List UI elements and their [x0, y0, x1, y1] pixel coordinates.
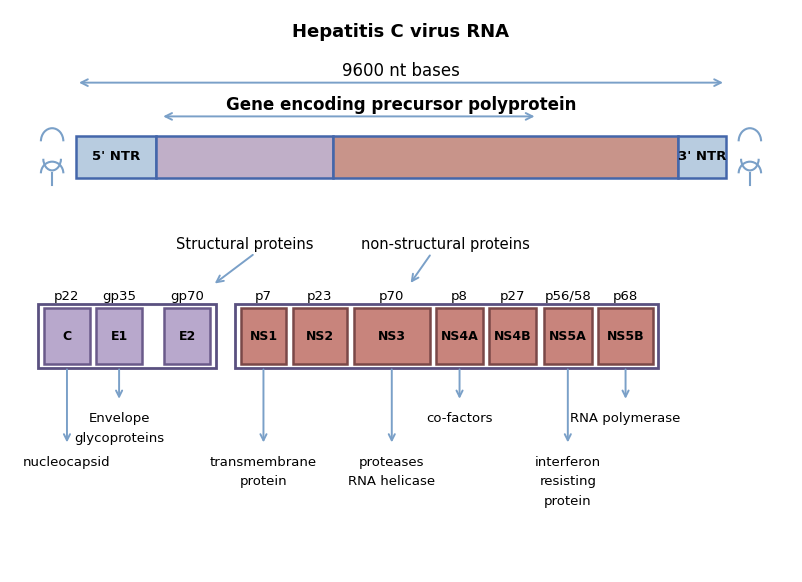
Text: E2: E2 — [179, 329, 196, 343]
Text: Hepatitis C virus RNA: Hepatitis C virus RNA — [293, 23, 509, 41]
Text: E1: E1 — [111, 329, 128, 343]
Text: p27: p27 — [500, 290, 525, 303]
Text: NS3: NS3 — [378, 329, 406, 343]
Text: NS4B: NS4B — [494, 329, 531, 343]
Text: Envelope: Envelope — [88, 412, 150, 425]
Text: Structural proteins: Structural proteins — [176, 237, 314, 252]
Text: 9600 nt bases: 9600 nt bases — [342, 62, 460, 80]
Bar — [76, 136, 156, 178]
Text: p22: p22 — [55, 290, 79, 303]
Text: interferon: interferon — [535, 456, 601, 469]
Bar — [44, 308, 90, 364]
Text: proteases: proteases — [359, 456, 424, 469]
Text: 5' NTR: 5' NTR — [92, 150, 140, 163]
Bar — [38, 304, 216, 368]
Bar — [544, 308, 592, 364]
Text: p23: p23 — [307, 290, 333, 303]
Bar — [489, 308, 536, 364]
Text: RNA helicase: RNA helicase — [348, 475, 435, 488]
Text: Gene encoding precursor polyprotein: Gene encoding precursor polyprotein — [226, 96, 576, 113]
Text: NS5A: NS5A — [549, 329, 587, 343]
Bar — [678, 136, 726, 178]
Text: non-structural proteins: non-structural proteins — [361, 237, 529, 252]
Text: C: C — [63, 329, 71, 343]
Text: 3' NTR: 3' NTR — [678, 150, 726, 163]
Text: NS4A: NS4A — [440, 329, 479, 343]
Bar — [241, 308, 286, 364]
Bar — [235, 304, 658, 368]
Text: protein: protein — [544, 495, 592, 508]
Bar — [598, 308, 653, 364]
Bar — [156, 136, 333, 178]
Bar — [333, 136, 678, 178]
Text: p70: p70 — [379, 290, 404, 303]
Text: NS5B: NS5B — [607, 329, 644, 343]
Text: gp70: gp70 — [170, 290, 205, 303]
Text: NS2: NS2 — [306, 329, 334, 343]
Text: co-factors: co-factors — [427, 412, 492, 425]
Text: glycoproteins: glycoproteins — [74, 432, 164, 445]
Text: transmembrane: transmembrane — [210, 456, 317, 469]
Bar — [293, 308, 347, 364]
Text: resisting: resisting — [539, 475, 597, 488]
Text: p7: p7 — [255, 290, 272, 303]
Text: p8: p8 — [451, 290, 468, 303]
Text: gp35: gp35 — [102, 290, 136, 303]
Text: p68: p68 — [613, 290, 638, 303]
Text: NS1: NS1 — [249, 329, 277, 343]
Text: p56/58: p56/58 — [545, 290, 591, 303]
Text: nucleocapsid: nucleocapsid — [23, 456, 111, 469]
Bar — [354, 308, 430, 364]
Bar — [164, 308, 210, 364]
Text: RNA polymerase: RNA polymerase — [570, 412, 681, 425]
Bar — [96, 308, 142, 364]
Bar — [436, 308, 483, 364]
Text: protein: protein — [240, 475, 287, 488]
